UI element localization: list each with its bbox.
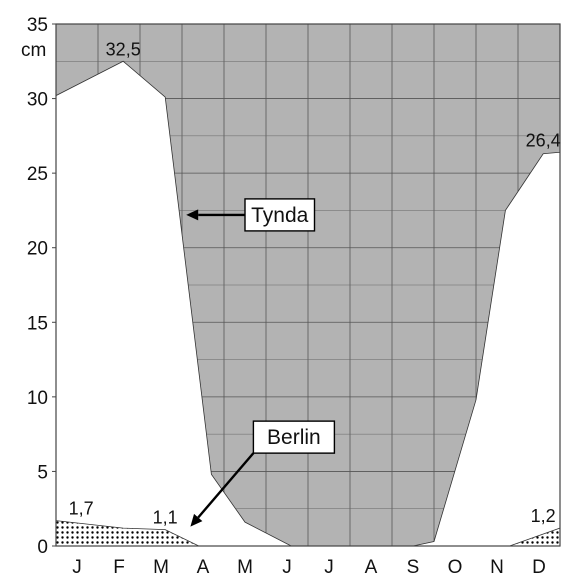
callout-box: [244, 198, 316, 232]
y-tick-label: 35: [27, 15, 48, 36]
series-areas: [56, 60, 560, 546]
x-tick-label: A: [365, 557, 378, 578]
series-area-berlin: [56, 520, 560, 546]
y-tick-label: 20: [27, 239, 48, 260]
x-tick-label: F: [113, 557, 125, 578]
y-tick-label: 5: [37, 462, 48, 483]
callouts: Tynda Berlin: [186, 198, 336, 527]
callout-box: [252, 420, 336, 454]
callout-tynda: Tynda: [186, 198, 316, 232]
x-tick-label: A: [197, 557, 210, 578]
data-label: 32,5: [106, 39, 141, 59]
data-label: 1,2: [531, 506, 556, 526]
x-tick-label: D: [532, 557, 546, 578]
x-tick-label: O: [448, 557, 463, 578]
callout-label: Berlin: [267, 426, 321, 449]
y-tick-label: 25: [27, 164, 48, 185]
y-tick-label: 15: [27, 313, 48, 334]
callout-arrow-head: [190, 513, 203, 527]
y-axis: 0 5 10 15 20 25 30 35: [27, 15, 56, 558]
x-tick-label: J: [324, 557, 334, 578]
x-tick-label: N: [490, 557, 504, 578]
callout-label: Tynda: [251, 204, 309, 227]
x-tick-label: J: [72, 557, 82, 578]
plot-frame: [55, 23, 561, 547]
callout-arrow-line: [197, 452, 255, 519]
data-labels: 32,5 26,4 1,7 1,1 1,2: [69, 39, 561, 527]
callout-arrow-head: [186, 209, 199, 221]
data-label: 26,4: [526, 130, 561, 150]
y-axis-unit-label: cm: [21, 40, 46, 61]
callout-berlin: Berlin: [190, 420, 336, 527]
y-tick-label: 0: [37, 537, 48, 558]
x-tick-label: M: [153, 557, 169, 578]
data-label: 1,7: [69, 499, 94, 519]
x-tick-label: J: [282, 557, 292, 578]
y-tick-label: 10: [27, 388, 48, 409]
series-area-tynda: [56, 60, 560, 546]
data-label: 1,1: [153, 508, 178, 528]
x-tick-label: M: [237, 557, 253, 578]
x-tick-label: S: [407, 557, 420, 578]
y-tick-label: 30: [27, 90, 48, 111]
